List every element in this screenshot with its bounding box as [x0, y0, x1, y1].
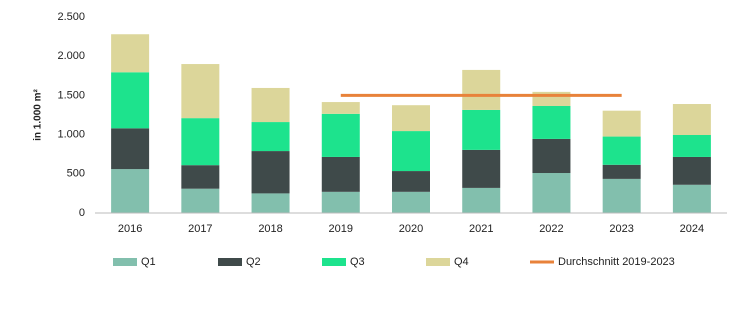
- bar-segment: [532, 173, 571, 213]
- y-tick-label: 2.000: [57, 50, 85, 62]
- bar-segment: [602, 164, 641, 179]
- legend-label: Q2: [246, 256, 261, 268]
- bar-segment: [181, 188, 220, 213]
- bar-segment: [462, 187, 501, 213]
- legend-swatch: [426, 258, 450, 266]
- bar-segment: [111, 34, 150, 73]
- y-tick-label: 500: [67, 168, 85, 180]
- bar-segment: [181, 64, 220, 119]
- x-tick-label: 2021: [469, 223, 493, 235]
- legend-label: Q4: [454, 256, 469, 268]
- bar-segment: [672, 156, 711, 185]
- y-tick-label: 1.500: [57, 89, 85, 101]
- x-tick-label: 2022: [539, 223, 563, 235]
- bar-segment: [392, 191, 430, 213]
- bar-segment: [251, 193, 290, 213]
- bar-segment: [251, 122, 290, 152]
- x-tick-label: 2019: [329, 223, 353, 235]
- bar-segment: [672, 184, 711, 213]
- legend-swatch: [322, 258, 346, 266]
- bar-segment: [321, 156, 360, 192]
- bar-segment: [251, 87, 290, 123]
- bar-segment: [392, 131, 430, 172]
- legend-swatch: [113, 258, 137, 266]
- bar-segment: [321, 191, 360, 213]
- bar-segment: [602, 178, 641, 213]
- bar-segment: [532, 138, 571, 174]
- legend-swatch: [218, 258, 242, 266]
- bar-segment: [462, 109, 501, 150]
- x-tick-label: 2017: [188, 223, 212, 235]
- bar-segment: [321, 113, 360, 157]
- bar-segment: [462, 149, 501, 188]
- x-tick-label: 2016: [118, 223, 142, 235]
- bar-segment: [111, 128, 150, 170]
- bar-segment: [672, 104, 711, 135]
- bar-segment: [672, 134, 711, 157]
- bar-segment: [462, 69, 501, 110]
- bar-segment: [392, 105, 430, 132]
- x-tick-label: 2020: [399, 223, 423, 235]
- y-tick-label: 2.500: [57, 11, 85, 23]
- bar-segment: [181, 118, 220, 166]
- y-tick-label: 0: [79, 207, 85, 219]
- bar-segment: [111, 72, 150, 129]
- bar-segment: [181, 165, 220, 189]
- bar-segment: [111, 169, 150, 213]
- bar-segment: [532, 105, 571, 139]
- bar-segment: [602, 110, 641, 137]
- y-axis-label: in 1.000 m²: [33, 88, 44, 140]
- bar-segment: [321, 102, 360, 114]
- bar-segment: [392, 171, 430, 192]
- bar-segment: [602, 136, 641, 165]
- x-tick-label: 2023: [609, 223, 633, 235]
- y-tick-label: 1.000: [57, 129, 85, 141]
- bar-segment: [251, 151, 290, 194]
- legend-label: Q3: [350, 256, 365, 268]
- legend-label: Q1: [141, 256, 156, 268]
- x-tick-label: 2018: [258, 223, 282, 235]
- legend-label: Durchschnitt 2019-2023: [558, 256, 675, 268]
- x-tick-label: 2024: [680, 223, 704, 235]
